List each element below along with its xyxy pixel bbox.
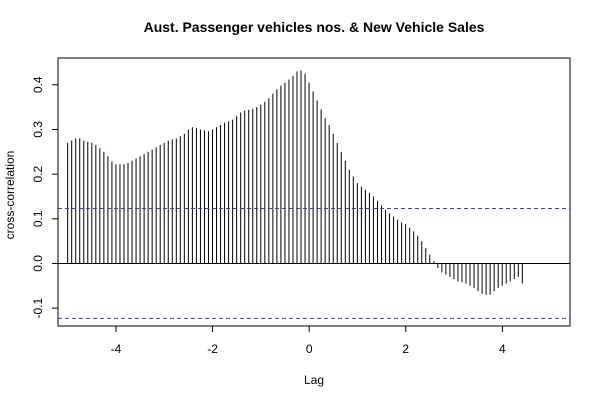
x-tick-label: 4 bbox=[499, 342, 506, 356]
y-tick-label: 0.3 bbox=[31, 121, 45, 138]
y-tick-label: -0.1 bbox=[31, 297, 45, 318]
chart-title: Aust. Passenger vehicles nos. & New Vehi… bbox=[144, 19, 485, 35]
y-axis: -0.1 0.0 0.1 0.2 0.3 0.4 bbox=[31, 76, 59, 318]
x-tick-label: 2 bbox=[402, 342, 409, 356]
bars-group bbox=[67, 70, 523, 295]
x-axis-label: Lag bbox=[304, 373, 324, 387]
confidence-lines bbox=[58, 208, 570, 319]
x-tick-label: 0 bbox=[306, 342, 313, 356]
x-tick-label: -4 bbox=[111, 342, 122, 356]
x-axis: -4 -2 0 2 4 bbox=[111, 325, 506, 356]
x-tick-label: -2 bbox=[207, 342, 218, 356]
plot-frame bbox=[57, 57, 571, 327]
y-tick-label: 0.0 bbox=[31, 255, 45, 272]
y-axis-label: cross-correlation bbox=[3, 151, 17, 240]
y-tick-label: 0.2 bbox=[31, 165, 45, 182]
y-tick-label: 0.4 bbox=[31, 76, 45, 93]
y-tick-label: 0.1 bbox=[31, 210, 45, 227]
